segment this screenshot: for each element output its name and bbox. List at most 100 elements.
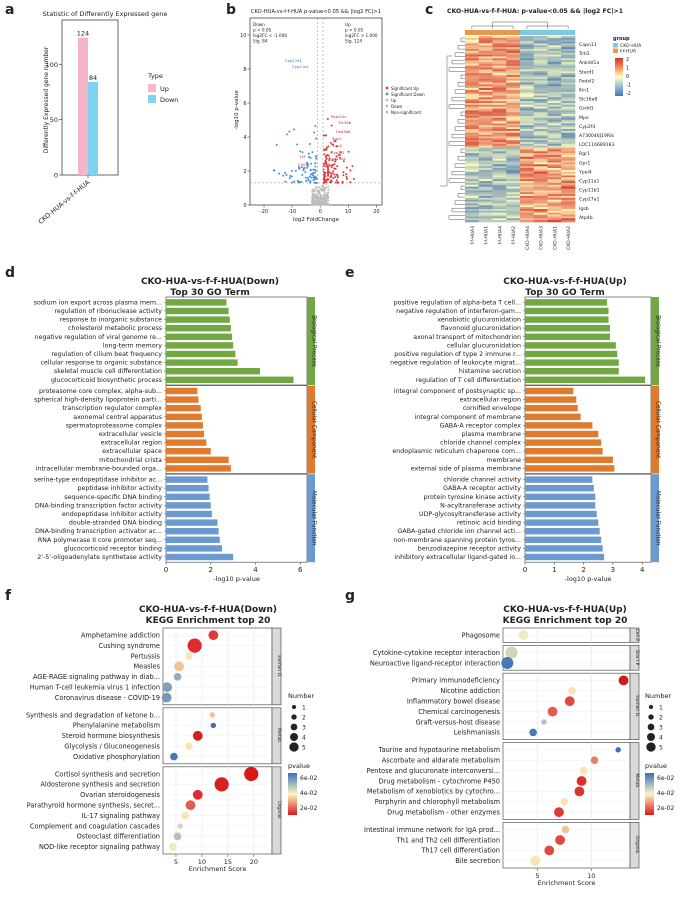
color-scale-tick: 1 <box>626 66 629 72</box>
heatmap-cell <box>533 73 548 76</box>
heatmap-cell <box>547 52 562 55</box>
point-significant-down <box>305 179 308 182</box>
heatmap-cell <box>520 160 535 163</box>
point <box>210 722 217 729</box>
point <box>544 845 555 856</box>
heatmap-cell <box>478 195 493 199</box>
heatmap-cell <box>506 147 521 150</box>
stats-up-text: Up <box>345 22 351 27</box>
heatmap-cell <box>547 149 562 152</box>
heatmap-cell <box>561 147 576 150</box>
point-significant-up <box>347 150 350 153</box>
color-legend-label: 6e-02 <box>657 775 674 782</box>
heatmap-cell <box>547 182 562 186</box>
point-significant-up <box>345 166 348 169</box>
heatmap-cell <box>561 115 576 119</box>
point-significant-up <box>334 160 337 163</box>
heatmap-cell <box>465 194 480 197</box>
point <box>169 843 177 851</box>
heatmap-cell <box>465 50 480 54</box>
heatmap-cell <box>561 143 576 147</box>
point-non-significant <box>318 186 321 189</box>
heatmap-cell <box>561 86 576 89</box>
point-non-significant <box>315 186 318 189</box>
legend-dot <box>385 98 389 102</box>
term-label: Oxidative phosphorylation <box>73 753 160 761</box>
heatmap-cell <box>492 155 507 158</box>
heatmap-cell <box>478 192 493 195</box>
point-non-significant <box>319 199 322 202</box>
point <box>576 776 587 786</box>
heatmap-cell <box>561 207 576 210</box>
bar <box>525 413 581 420</box>
heatmap-cell <box>465 91 480 94</box>
heatmap-cell <box>465 45 480 48</box>
heatmap-cell <box>561 177 576 180</box>
heatmap-cell <box>547 156 562 160</box>
heatmap-cell <box>547 171 562 174</box>
heatmap-cell <box>506 173 521 176</box>
heatmap-cell <box>465 175 480 178</box>
legend-swatch <box>613 43 618 48</box>
heatmap-cell <box>465 192 480 195</box>
heatmap-cell <box>465 218 480 221</box>
heatmap-cell <box>533 177 548 180</box>
heatmap-cell <box>561 132 576 135</box>
heatmap-cell <box>533 91 548 94</box>
heatmap-cell <box>492 101 507 104</box>
category-label: axonal transport of mitochondrion <box>413 334 521 341</box>
heatmap-cell <box>561 119 576 122</box>
heatmap-cell <box>492 175 507 178</box>
color-scale-bar <box>615 58 623 96</box>
heatmap-cell <box>506 184 521 187</box>
heatmap-cell <box>465 169 480 173</box>
category-label: integral component of membrane <box>415 414 522 421</box>
stats-down-text: p < 0.05 <box>253 28 271 33</box>
bar <box>166 316 230 323</box>
heatmap-cell <box>492 127 507 130</box>
heatmap-cell <box>492 86 507 89</box>
heatmap-cell <box>533 155 548 158</box>
term-label: Measles <box>133 663 160 671</box>
heatmap-cell <box>506 127 521 130</box>
heatmap-cell <box>547 45 562 48</box>
heatmap-cell <box>465 153 480 156</box>
heatmap-cell <box>465 205 480 208</box>
heatmap-cell <box>506 192 521 195</box>
heatmap-cell <box>561 127 576 130</box>
chart-subtitle: Top 30 GO Term <box>525 288 604 298</box>
heatmap-cell <box>561 56 576 59</box>
bar <box>525 536 602 543</box>
heatmap-cell <box>465 89 480 93</box>
bar <box>525 359 619 366</box>
panel-label-c: c <box>425 2 433 18</box>
point-significant-up <box>352 177 355 180</box>
point-significant-down <box>275 143 278 146</box>
point-significant-up <box>345 173 348 176</box>
heatmap-cell <box>465 136 480 139</box>
point-significant-up <box>331 164 334 167</box>
chart-title: CKO-HUA-vs-f-f-HUA(Up) <box>503 605 626 615</box>
heatmap-cell <box>520 63 535 67</box>
point-significant-up <box>325 165 328 168</box>
point-significant-down <box>313 178 316 181</box>
category-label: RNA polymerase II core promoter seq... <box>38 537 162 544</box>
heatmap-cell <box>506 166 521 169</box>
heatmap-cell <box>561 43 576 46</box>
gene-label: Lcn2 <box>333 143 343 148</box>
category-label: histamine secretion <box>459 368 521 375</box>
point-significant-down <box>301 151 304 154</box>
heatmap-cell <box>561 216 576 219</box>
heatmap-cell <box>547 216 562 219</box>
heatmap-cell <box>478 142 493 145</box>
heatmap-cell <box>506 129 521 132</box>
bar <box>525 350 618 358</box>
x-axis-label: Enrichment Score <box>189 865 247 873</box>
heatmap-cell <box>492 158 507 161</box>
heatmap-cell <box>533 184 548 187</box>
heatmap-cell <box>561 162 576 165</box>
heatmap-cell <box>492 208 507 212</box>
heatmap-cell <box>520 186 535 189</box>
heatmap-cell <box>520 110 535 113</box>
size-legend-label: 2 <box>302 715 306 722</box>
